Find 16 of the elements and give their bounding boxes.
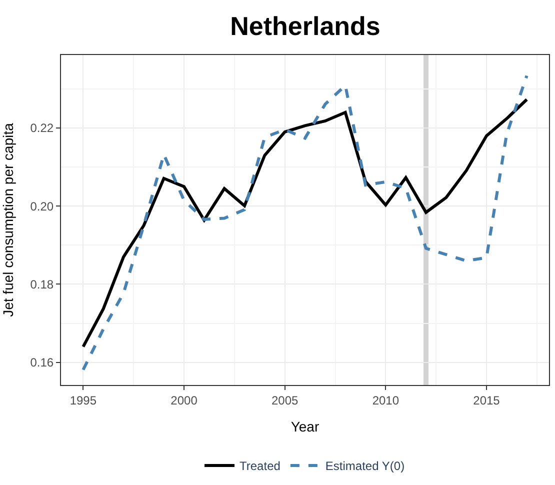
line-series — [82, 74, 528, 372]
y-tick-label: 0.18 — [30, 277, 54, 292]
x-tick-label: 1995 — [70, 393, 97, 408]
x-tick-label: 2010 — [372, 393, 400, 408]
legend-label: Estimated Y(0) — [325, 459, 405, 474]
y-tick-label: 0.20 — [30, 199, 54, 214]
x-tick-label: 2015 — [473, 393, 500, 408]
x-tick-label: 2005 — [271, 393, 298, 408]
y-tick-label: 0.22 — [30, 121, 54, 136]
chart-title: Netherlands — [230, 11, 380, 42]
y-tick-label: 0.16 — [30, 356, 54, 370]
x-axis-title: Year — [290, 418, 320, 435]
legend-label: Treated — [240, 459, 280, 474]
line-series — [82, 98, 528, 348]
y-axis-title: Jet fuel consumption per capita — [0, 122, 16, 317]
x-tick-label: 2000 — [170, 393, 198, 408]
